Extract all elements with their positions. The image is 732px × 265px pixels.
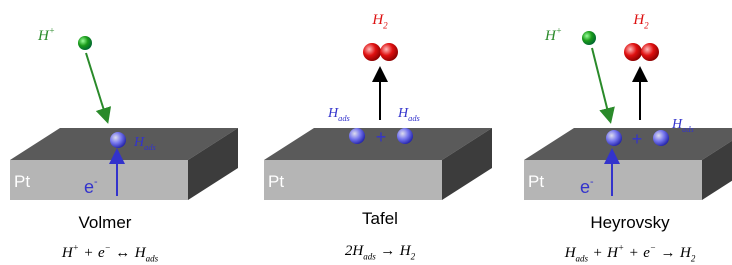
- superscript: +: [556, 25, 562, 35]
- label: Hads: [327, 106, 350, 123]
- text-part: +: [629, 245, 639, 261]
- atom: [582, 31, 596, 45]
- subscript: 2: [644, 21, 649, 31]
- equation: 2Hads→H2: [345, 243, 416, 262]
- atom: [380, 43, 398, 61]
- panel-title: Tafel: [362, 209, 398, 228]
- subscript: 2: [691, 254, 696, 264]
- diagram: H+HadsPte-VolmerH++e−↔HadsH2HadsHads+PtT…: [0, 0, 732, 265]
- label: Hads: [397, 106, 420, 123]
- atom: [363, 43, 381, 61]
- atom: [397, 128, 413, 144]
- atom: [653, 130, 669, 146]
- subscript: ads: [682, 125, 694, 134]
- text-part: →: [660, 245, 675, 261]
- label: Pt: [14, 172, 30, 191]
- text-part: Pt: [528, 172, 544, 191]
- arrow: [86, 53, 107, 120]
- equation: Hads+H++e−→H2: [564, 242, 696, 263]
- subscript: ads: [408, 114, 420, 123]
- panel-title: Volmer: [79, 213, 132, 232]
- equation: H++e−↔Hads: [61, 242, 159, 263]
- text-part: +: [593, 245, 603, 261]
- text-part: +: [83, 245, 93, 261]
- atom: [110, 132, 126, 148]
- slab-front: [264, 160, 442, 200]
- text-part: e: [580, 177, 590, 197]
- text-part: 2H: [345, 243, 365, 259]
- text-part: e: [84, 177, 94, 197]
- arrow: [592, 48, 610, 120]
- text-part: +: [632, 129, 643, 149]
- subscript: 2: [411, 252, 416, 262]
- superscript: −: [105, 242, 111, 252]
- label: Pt: [268, 172, 284, 191]
- subscript: 2: [383, 21, 388, 31]
- label: H+: [37, 25, 55, 44]
- superscript: +: [73, 242, 79, 252]
- atom: [606, 130, 622, 146]
- superscript: −: [650, 242, 656, 252]
- atom: [78, 36, 92, 50]
- atom: [349, 128, 365, 144]
- panel-title: Heyrovsky: [590, 213, 670, 232]
- label: Pt: [528, 172, 544, 191]
- superscript: -: [590, 176, 594, 188]
- superscript: +: [618, 242, 624, 252]
- subscript: ads: [144, 143, 156, 152]
- atom: [624, 43, 642, 61]
- label: H2: [632, 12, 649, 31]
- label: H2: [371, 12, 388, 31]
- slab-front: [10, 160, 188, 200]
- subscript: ads: [363, 252, 376, 262]
- text-part: ↔: [115, 245, 130, 261]
- label: Hads: [671, 117, 694, 134]
- subscript: ads: [338, 114, 350, 123]
- text-part: →: [380, 243, 395, 259]
- label: H+: [544, 25, 562, 44]
- slab-top: [524, 128, 732, 160]
- subscript: ads: [146, 254, 159, 264]
- superscript: -: [94, 176, 98, 188]
- label: +: [376, 127, 387, 147]
- text-part: Pt: [14, 172, 30, 191]
- atom: [641, 43, 659, 61]
- text-part: +: [376, 127, 387, 147]
- text-part: Pt: [268, 172, 284, 191]
- subscript: ads: [576, 254, 589, 264]
- label: +: [632, 129, 643, 149]
- superscript: +: [49, 25, 55, 35]
